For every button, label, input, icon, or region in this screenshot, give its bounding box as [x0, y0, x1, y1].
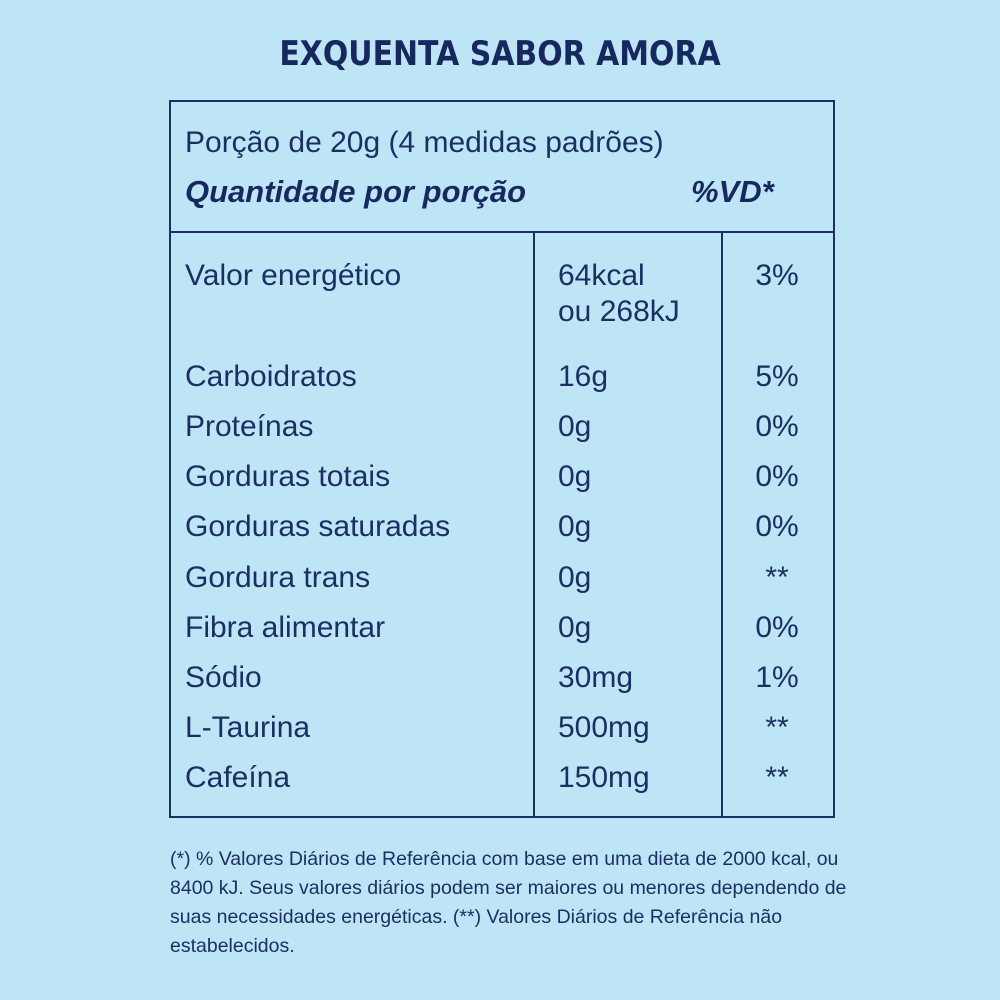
nutrient-dv: ** — [765, 561, 789, 594]
nutrient-dv: ** — [765, 761, 789, 794]
amount-kj: ou 268kJ — [558, 295, 680, 328]
nutrient-name: Carboidratos — [185, 360, 357, 393]
daily-value-heading: %VD* — [691, 174, 774, 209]
amount-kcal: 64kcal — [558, 259, 645, 292]
nutrient-name: Cafeína — [185, 761, 291, 794]
column-divider-amount — [533, 233, 535, 818]
nutrient-name: Valor energético — [185, 259, 402, 292]
nutrition-table: Porção de 20g (4 medidas padrões) Quanti… — [169, 100, 835, 818]
nutrient-amount: 0g — [558, 510, 592, 543]
nutrient-name: Proteínas — [185, 410, 314, 443]
nutrient-dv: 3% — [755, 259, 799, 292]
nutrient-amount: 64kcal ou 268kJ — [558, 258, 680, 330]
nutrient-name: L-Taurina — [185, 711, 311, 744]
nutrient-dv: 0% — [755, 611, 799, 644]
nutrient-name: Fibra alimentar — [185, 611, 386, 644]
nutrient-name: Gorduras totais — [185, 460, 391, 493]
nutrient-dv: ** — [765, 711, 789, 744]
nutrient-dv: 0% — [755, 510, 799, 543]
nutrient-amount: 0g — [558, 410, 592, 443]
nutrient-amount: 0g — [558, 460, 592, 493]
nutrient-dv: 1% — [755, 661, 799, 694]
column-divider-dv — [721, 233, 723, 818]
nutrient-name: Gorduras saturadas — [185, 510, 451, 543]
nutrient-dv: 0% — [755, 460, 799, 493]
nutrient-amount: 150mg — [558, 761, 650, 794]
nutrient-name: Gordura trans — [185, 561, 371, 594]
nutrient-amount: 16g — [558, 360, 609, 393]
footnote: (*) % Valores Diários de Referência com … — [170, 848, 847, 957]
product-title: EXQUENTA SABOR AMORA — [279, 34, 721, 74]
nutrient-name: Sódio — [185, 661, 262, 694]
serving-size: Porção de 20g (4 medidas padrões) — [185, 126, 664, 159]
quantity-per-serving-heading: Quantidade por porção — [185, 174, 527, 209]
nutrient-amount: 30mg — [558, 661, 634, 694]
nutrient-dv: 5% — [755, 360, 799, 393]
nutrient-amount: 500mg — [558, 711, 650, 744]
table-header: Porção de 20g (4 medidas padrões) Quanti… — [171, 102, 833, 233]
nutrient-dv: 0% — [755, 410, 799, 443]
nutrient-amount: 0g — [558, 611, 592, 644]
nutrient-amount: 0g — [558, 561, 592, 594]
